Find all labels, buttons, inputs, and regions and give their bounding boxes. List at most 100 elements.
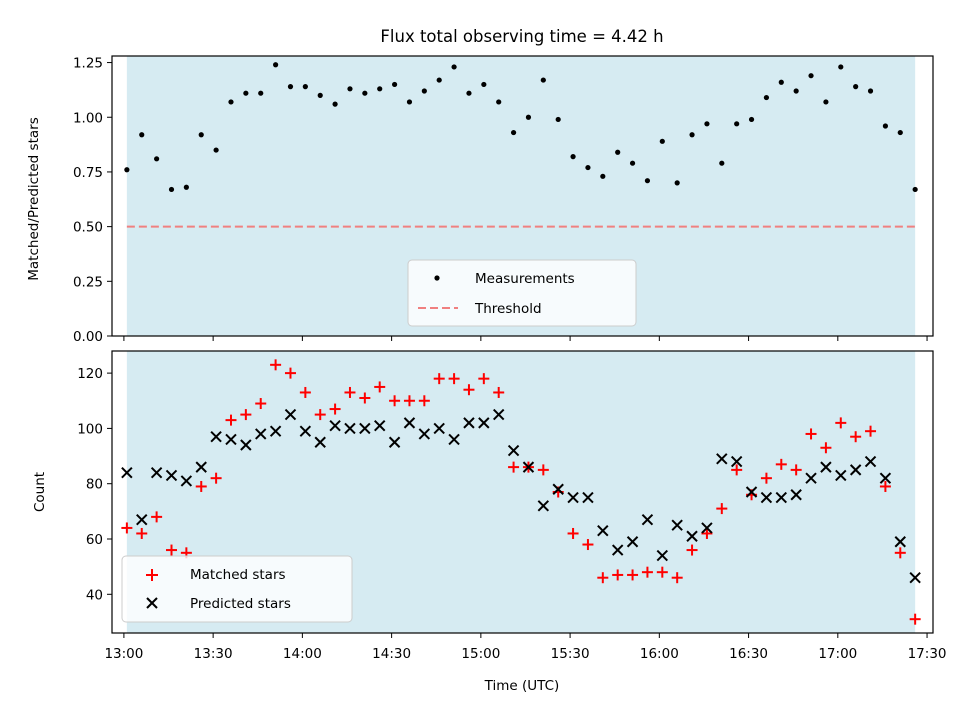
matched-star-point bbox=[225, 414, 237, 426]
predicted-star-point bbox=[582, 491, 594, 504]
matched-star-point bbox=[612, 569, 624, 581]
predicted-star-point bbox=[894, 536, 906, 548]
predicted-star-point bbox=[567, 491, 579, 504]
predicted-star-point bbox=[909, 571, 921, 584]
predicted-star-point bbox=[180, 475, 193, 487]
matched-star-point bbox=[418, 395, 430, 407]
matched-star-point bbox=[493, 386, 505, 398]
legend-predicted-label: Predicted stars bbox=[190, 596, 291, 612]
predicted-star-point bbox=[255, 428, 267, 440]
measurement-point bbox=[659, 138, 665, 144]
bottom-y-tick-label: 40 bbox=[86, 587, 103, 603]
predicted-star-point bbox=[507, 444, 520, 457]
measurement-point bbox=[763, 94, 770, 101]
bottom-x-tick-label: 14:30 bbox=[372, 646, 411, 662]
predicted-star-point bbox=[879, 472, 892, 484]
legend-measurement-marker bbox=[434, 275, 440, 281]
matched-star-point bbox=[879, 480, 891, 492]
matched-star-point bbox=[686, 544, 698, 556]
top-legend-box bbox=[407, 259, 637, 327]
measurement-points bbox=[124, 62, 918, 193]
predicted-star-point bbox=[433, 422, 445, 435]
predicted-star-point bbox=[478, 417, 490, 429]
bottom-y-axis-label: Count bbox=[32, 472, 48, 512]
measurement-point bbox=[615, 149, 621, 155]
bottom-y-tick-label: 60 bbox=[86, 532, 103, 548]
matched-star-point bbox=[731, 464, 743, 476]
measurement-point bbox=[243, 90, 249, 96]
matched-star-point bbox=[597, 572, 609, 584]
predicted-star-point bbox=[492, 408, 505, 421]
predicted-star-point bbox=[344, 422, 356, 435]
matched-star-point bbox=[567, 527, 579, 539]
predicted-star-point bbox=[195, 461, 207, 473]
matched-star-point bbox=[433, 373, 445, 385]
measurement-point bbox=[451, 64, 457, 70]
predicted-star-point bbox=[121, 466, 133, 479]
measurement-point bbox=[882, 123, 889, 129]
matched-star-point bbox=[627, 569, 639, 581]
predicted-star-point bbox=[418, 428, 431, 440]
matched-star-point bbox=[790, 464, 802, 476]
matched-star-point bbox=[389, 395, 401, 407]
predicted-star-point bbox=[641, 513, 654, 526]
measurement-point bbox=[644, 178, 651, 184]
measurement-point bbox=[347, 86, 353, 92]
predicted-star-point bbox=[597, 524, 609, 537]
predicted-star-point bbox=[284, 408, 297, 421]
matched-star-point bbox=[716, 503, 728, 515]
predicted-star-point bbox=[805, 472, 817, 484]
matched-star-point bbox=[508, 461, 520, 473]
measurement-point bbox=[273, 62, 279, 68]
bottom-x-tick-label: 16:30 bbox=[729, 646, 768, 662]
predicted-star-point bbox=[463, 417, 475, 429]
x-axis-label: Time (UTC) bbox=[484, 678, 560, 694]
bottom-y-tick-label: 120 bbox=[77, 366, 103, 382]
matched-star-point bbox=[195, 480, 207, 492]
bottom-panel: 40 60 80 100 120 13:00 13:30 14:00 14:30 15:00 15:… bbox=[32, 350, 947, 694]
bottom-axes-frame bbox=[111, 350, 934, 634]
predicted-star-point bbox=[849, 464, 862, 476]
measurement-point bbox=[689, 132, 695, 138]
predicted-star-point bbox=[522, 461, 535, 473]
matched-star-point bbox=[270, 359, 282, 371]
measurement-point bbox=[570, 154, 576, 160]
bottom-x-tick-label: 16:00 bbox=[640, 646, 679, 662]
measurement-point bbox=[838, 64, 844, 70]
measurement-point bbox=[362, 90, 368, 96]
legend-matched-label: Matched stars bbox=[190, 567, 286, 583]
bottom-legend: Matched stars Predicted stars bbox=[121, 555, 353, 623]
top-y-axis-label: Matched/Predicted stars bbox=[26, 117, 42, 280]
predicted-star-point bbox=[210, 430, 222, 443]
bottom-x-tick-label: 17:00 bbox=[818, 646, 857, 662]
bottom-x-tick-label: 14:00 bbox=[283, 646, 322, 662]
matched-star-point bbox=[255, 398, 267, 410]
measurement-point bbox=[406, 99, 413, 105]
matched-star-point bbox=[344, 386, 356, 398]
matched-star-point bbox=[136, 527, 148, 539]
measurement-point bbox=[600, 173, 606, 179]
predicted-star-point bbox=[314, 436, 326, 448]
matched-star-point bbox=[284, 367, 296, 379]
measurement-point bbox=[183, 184, 189, 190]
predicted-star-point bbox=[716, 453, 728, 465]
matched-star-point bbox=[151, 511, 163, 523]
matched-star-point bbox=[805, 428, 817, 440]
measurement-point bbox=[510, 129, 517, 136]
measurement-point bbox=[228, 99, 234, 105]
bottom-y-tick-label: 80 bbox=[86, 477, 103, 493]
predicted-star-point bbox=[225, 433, 237, 446]
measurement-point bbox=[168, 186, 175, 193]
matched-star-point bbox=[314, 409, 326, 421]
measurement-point bbox=[139, 132, 145, 138]
top-y-tick-label: 0.50 bbox=[73, 220, 103, 236]
matched-star-point bbox=[463, 384, 475, 396]
measurement-point bbox=[421, 88, 427, 94]
predicted-star-point bbox=[611, 544, 624, 556]
measurement-point bbox=[258, 90, 264, 96]
matched-star-point bbox=[671, 572, 683, 584]
matched-star-point bbox=[865, 425, 877, 437]
matched-star-point bbox=[656, 566, 668, 578]
legend-threshold-label: Threshold bbox=[474, 301, 542, 317]
